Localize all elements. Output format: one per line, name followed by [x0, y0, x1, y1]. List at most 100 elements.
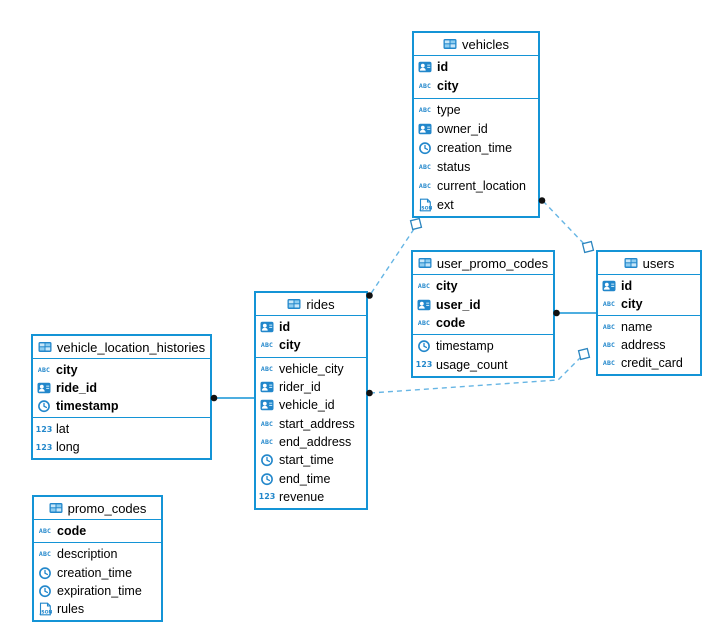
column-name: end_address — [279, 434, 352, 449]
table-vehicle_location_histories[interactable]: vehicle_location_histories ABC city ride_id… — [31, 334, 212, 460]
column-row-status[interactable]: ABC status — [414, 157, 538, 176]
table-vehicles[interactable]: vehicles id ABC city ABC type owner_id creation… — [412, 31, 540, 218]
text-abc-icon: ABC — [418, 162, 432, 171]
column-row-city[interactable]: ABC city — [598, 295, 700, 313]
table-header[interactable]: promo_codes — [34, 497, 161, 519]
column-name: id — [621, 279, 633, 293]
id-card-icon — [417, 298, 431, 312]
table-name: promo_codes — [67, 500, 147, 516]
column-name: start_time — [279, 453, 334, 468]
column-row-city[interactable]: ABC city — [414, 77, 538, 96]
table-header[interactable]: vehicle_location_histories — [33, 336, 210, 358]
table-header[interactable]: user_promo_codes — [413, 252, 553, 274]
column-name: address — [621, 338, 666, 352]
column-row-creation_time[interactable]: creation_time — [414, 139, 538, 158]
text-abc-icon: ABC — [418, 82, 432, 91]
table-icon — [38, 340, 52, 354]
column-row-creation_time[interactable]: creation_time — [34, 563, 161, 581]
primary-key-section: id ABC city — [256, 315, 366, 357]
column-row-vehicle_id[interactable]: vehicle_id — [256, 396, 366, 414]
column-name: creation_time — [57, 565, 133, 580]
table-header[interactable]: users — [598, 252, 700, 274]
relation-endpoint-dot — [366, 292, 373, 299]
table-header[interactable]: vehicles — [414, 33, 538, 55]
column-row-id[interactable]: id — [414, 58, 538, 77]
column-row-revenue[interactable]: 123 revenue — [256, 488, 366, 506]
column-name: start_address — [279, 416, 355, 431]
clock-icon — [418, 141, 432, 155]
column-row-city[interactable]: ABC city — [33, 361, 210, 379]
relation-endpoint-diamond — [577, 347, 591, 361]
primary-key-section: ABC city user_id ABC code — [413, 274, 553, 334]
column-row-address[interactable]: ABC address — [598, 336, 700, 354]
column-row-type[interactable]: ABC type — [414, 101, 538, 120]
table-header[interactable]: rides — [256, 293, 366, 315]
column-row-code[interactable]: ABC code — [413, 314, 553, 332]
text-abc-icon: ABC — [38, 550, 52, 559]
column-name: type — [437, 103, 461, 118]
column-row-owner_id[interactable]: owner_id — [414, 120, 538, 139]
text-abc-icon: ABC — [37, 366, 51, 374]
column-row-rider_id[interactable]: rider_id — [256, 378, 366, 396]
column-row-rules[interactable]: JSON rules — [34, 600, 161, 618]
column-row-expiration_time[interactable]: expiration_time — [34, 582, 161, 600]
column-name: rider_id — [279, 380, 321, 395]
column-row-user_id[interactable]: user_id — [413, 295, 553, 313]
text-abc-icon: ABC — [602, 300, 616, 308]
column-row-id[interactable]: id — [256, 318, 366, 336]
relation-endpoint-diamond — [581, 240, 595, 254]
column-row-lat[interactable]: 123 lat — [33, 420, 210, 438]
relation-endpoint-dot — [366, 389, 373, 397]
text-abc-icon: ABC — [38, 527, 52, 536]
column-row-credit_card[interactable]: ABC credit_card — [598, 354, 700, 372]
column-name: expiration_time — [57, 583, 142, 598]
primary-key-section: id ABC city — [598, 274, 700, 315]
column-row-start_address[interactable]: ABC start_address — [256, 414, 366, 432]
column-row-code[interactable]: ABC code — [34, 522, 161, 540]
text-abc-icon: ABC — [602, 359, 616, 367]
primary-key-section: id ABC city — [414, 55, 538, 98]
table-users[interactable]: users id ABC city ABC name ABC address ABC credit… — [596, 250, 702, 376]
column-row-name[interactable]: ABC name — [598, 318, 700, 336]
relation-line[interactable] — [542, 200, 587, 247]
column-row-long[interactable]: 123 long — [33, 438, 210, 456]
table-icon — [418, 256, 432, 270]
id-card-icon — [418, 60, 432, 74]
relation-vehicles-users[interactable] — [538, 197, 595, 254]
column-name: city — [279, 338, 301, 353]
column-row-usage_count[interactable]: 123 usage_count — [413, 356, 553, 374]
column-row-current_location[interactable]: ABC current_location — [414, 176, 538, 195]
column-row-city[interactable]: ABC city — [413, 277, 553, 295]
table-promo_codes[interactable]: promo_codes ABC code ABC description creation… — [32, 495, 163, 622]
column-row-ext[interactable]: JSON ext — [414, 195, 538, 214]
json-icon: JSON — [418, 198, 432, 212]
relation-user_promo_codes-users[interactable] — [553, 309, 596, 317]
table-name: user_promo_codes — [436, 255, 549, 271]
column-name: credit_card — [621, 356, 683, 370]
column-row-ride_id[interactable]: ride_id — [33, 379, 210, 397]
column-row-timestamp[interactable]: timestamp — [413, 337, 553, 355]
table-user_promo_codes[interactable]: user_promo_codes ABC city user_id ABC code tim… — [411, 250, 555, 378]
columns-section: 123 lat 123 long — [33, 417, 210, 458]
text-abc-icon: ABC — [260, 419, 274, 428]
relation-rides-vehicles[interactable] — [366, 217, 423, 299]
column-row-end_address[interactable]: ABC end_address — [256, 433, 366, 451]
column-row-start_time[interactable]: start_time — [256, 451, 366, 469]
relation-line[interactable] — [369, 356, 582, 394]
number-123-icon: 123 — [258, 492, 276, 502]
column-name: vehicle_id — [279, 398, 335, 413]
relation-rides-users[interactable] — [366, 347, 591, 397]
text-abc-icon: ABC — [418, 181, 432, 190]
column-row-city[interactable]: ABC city — [256, 336, 366, 354]
table-name: vehicles — [462, 36, 509, 52]
column-row-vehicle_city[interactable]: ABC vehicle_city — [256, 360, 366, 378]
column-row-description[interactable]: ABC description — [34, 545, 161, 563]
relation-vehicle_location_histories-rides[interactable] — [210, 394, 254, 402]
column-row-id[interactable]: id — [598, 277, 700, 295]
columns-section: ABC vehicle_city rider_id vehicle_id ABC star… — [256, 356, 366, 508]
table-rides[interactable]: rides id ABC city ABC vehicle_city rider_id veh… — [254, 291, 368, 510]
column-row-end_time[interactable]: end_time — [256, 469, 366, 487]
column-row-timestamp[interactable]: timestamp — [33, 397, 210, 415]
relation-line[interactable] — [369, 228, 415, 296]
